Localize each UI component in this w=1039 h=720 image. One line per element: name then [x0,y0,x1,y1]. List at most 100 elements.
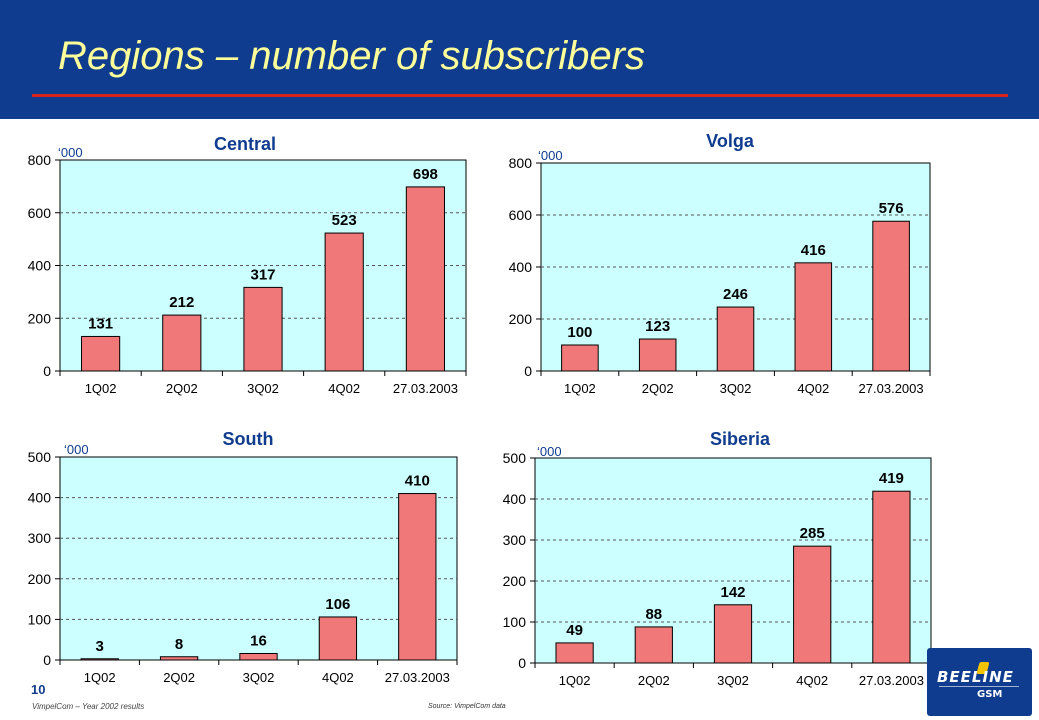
bar [716,306,755,372]
bar [634,626,673,664]
bar [713,604,753,664]
data-label: 419 [879,470,904,487]
logo-divider [939,686,1019,687]
bar [81,335,121,372]
data-label: 142 [720,584,745,601]
x-tick-label: 3Q02 [720,381,752,396]
x-tick-label: 2Q02 [166,381,198,396]
y-tick-label: 100 [28,611,52,627]
chart-title: South [223,429,274,449]
header-band [0,0,1039,119]
data-label: 16 [250,633,267,650]
beeline-logo: BEELINE GSM [927,648,1032,716]
plot-area [59,456,458,661]
x-tick-label: 4Q02 [328,381,360,396]
x-tick-label: 1Q02 [559,673,591,688]
bar [872,220,910,372]
chart-title: Siberia [710,429,771,449]
footer-company: VimpelCom – Year 2002 results [32,702,145,711]
bar [162,314,202,372]
y-tick-label: 400 [28,490,52,506]
bar [318,616,358,661]
x-tick-label: 1Q02 [84,670,116,685]
bar [794,262,833,372]
page-title: Regions – number of subscribers [58,34,645,78]
chart-title: Central [214,134,276,154]
x-tick-label: 4Q02 [797,381,829,396]
unit-label: ‘000 [64,442,89,457]
bar [872,490,911,664]
data-label: 100 [567,324,592,341]
data-label: 3 [96,638,104,655]
x-tick-label: 27.03.2003 [393,381,458,396]
y-tick-label: 600 [509,207,533,223]
unit-label: ‘000 [538,148,563,163]
x-tick-label: 1Q02 [564,381,596,396]
bar [793,545,832,664]
page-number: 10 [31,682,46,697]
y-tick-label: 400 [509,259,533,275]
x-tick-label: 27.03.2003 [859,381,924,396]
data-label: 285 [800,525,825,542]
x-tick-label: 3Q02 [243,670,275,685]
y-tick-label: 600 [28,205,52,221]
y-tick-label: 400 [503,491,527,507]
footer-source: Source: VimpelCom data [428,703,506,710]
data-label: 698 [413,166,438,183]
data-label: 416 [801,242,826,259]
y-tick-label: 300 [503,532,527,548]
x-tick-label: 3Q02 [717,673,749,688]
data-label: 410 [405,473,430,490]
y-tick-label: 400 [28,258,52,274]
y-tick-label: 0 [518,655,526,671]
data-label: 88 [645,606,662,623]
data-label: 576 [879,200,904,217]
data-label: 246 [723,286,748,303]
x-tick-label: 2Q02 [163,670,195,685]
bar [80,658,119,661]
y-tick-label: 0 [524,363,532,379]
y-tick-label: 200 [503,573,527,589]
x-tick-label: 1Q02 [85,381,117,396]
data-label: 123 [645,318,670,335]
data-label: 212 [169,294,194,311]
y-tick-label: 0 [43,652,51,668]
y-tick-label: 300 [28,530,52,546]
logo-subtext: GSM [977,689,1003,700]
bar [239,653,278,661]
bar [555,642,594,664]
bar [324,232,364,372]
bar [159,656,199,661]
x-tick-label: 3Q02 [247,381,279,396]
data-label: 317 [250,266,275,283]
x-tick-label: 2Q02 [638,673,670,688]
y-tick-label: 800 [509,155,533,171]
unit-label: ‘000 [537,444,562,459]
data-label: 523 [332,212,357,229]
data-label: 131 [88,315,113,332]
x-tick-label: 4Q02 [322,670,354,685]
y-tick-label: 500 [503,450,527,466]
y-tick-label: 200 [28,571,52,587]
y-tick-label: 200 [28,310,52,326]
data-label: 8 [175,636,183,653]
x-tick-label: 27.03.2003 [385,670,450,685]
y-tick-label: 200 [509,311,533,327]
bar [405,186,445,372]
bar [398,493,437,661]
y-tick-label: 800 [28,152,52,168]
unit-label: ‘000 [58,145,83,160]
data-label: 106 [325,596,350,613]
y-tick-label: 0 [43,363,51,379]
bar [638,338,677,372]
title-underline [32,94,1008,97]
x-tick-label: 2Q02 [642,381,674,396]
bar [561,344,599,372]
logo-text: BEELINE [937,668,1014,686]
bar [243,286,283,372]
y-tick-label: 500 [28,449,52,465]
